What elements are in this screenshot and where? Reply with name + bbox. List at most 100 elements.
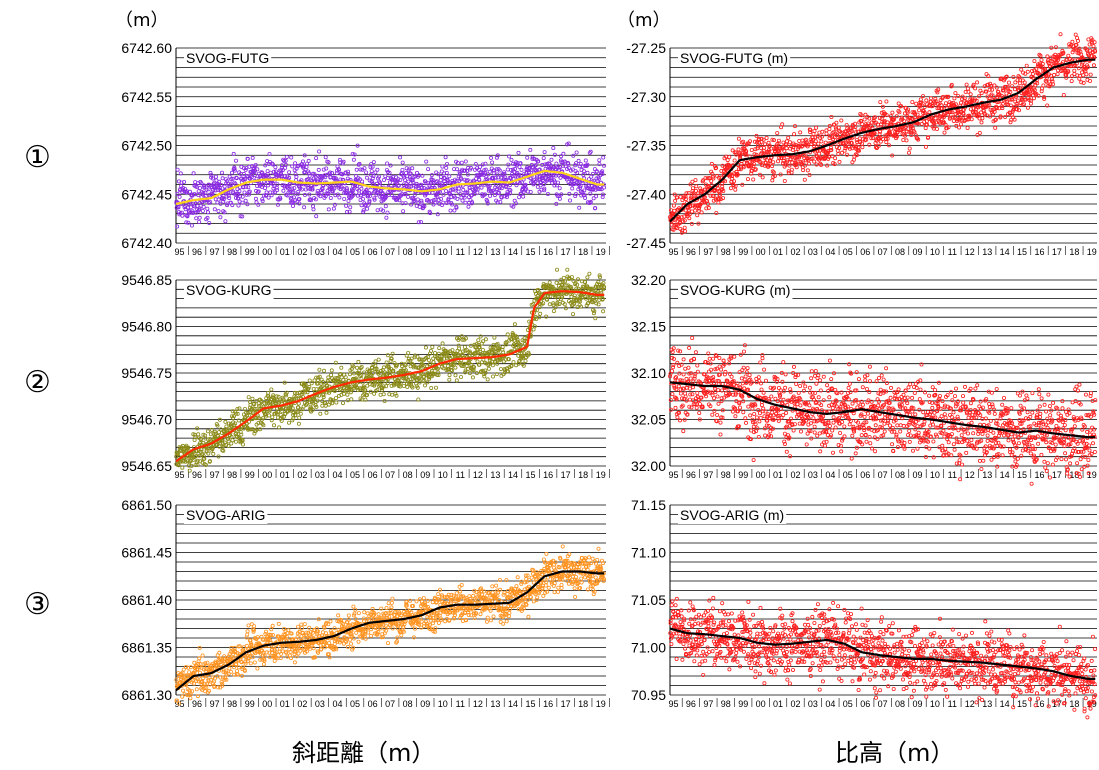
data-point [260, 197, 265, 202]
data-point [521, 194, 526, 199]
data-point [490, 175, 495, 180]
data-point [180, 465, 185, 470]
data-point [245, 202, 250, 207]
data-point [267, 151, 272, 156]
data-point [227, 196, 232, 201]
x-tick-label: 00 [756, 247, 766, 257]
data-point [200, 208, 205, 213]
data-point [314, 214, 319, 219]
data-point [349, 397, 354, 402]
data-point [814, 162, 819, 167]
data-point [403, 170, 408, 175]
x-tick-label: 98 [227, 470, 237, 480]
data-point [179, 184, 184, 189]
data-point [1053, 45, 1058, 50]
x-tick-label: 13 [982, 247, 992, 257]
data-point [311, 207, 316, 212]
x-tick-label: 16 [543, 470, 553, 480]
x-tick-label: 05 [350, 247, 360, 257]
data-point [751, 177, 756, 182]
data-point [1081, 73, 1086, 78]
data-point [246, 185, 251, 190]
data-point [409, 184, 414, 189]
x-tick-label: 95 [668, 470, 678, 480]
data-point [459, 334, 464, 339]
data-point [436, 351, 441, 356]
data-point [585, 170, 590, 175]
data-point [465, 190, 470, 195]
data-point [512, 322, 517, 327]
data-point [760, 175, 765, 180]
data-point [458, 175, 463, 180]
data-point [479, 185, 484, 190]
data-point [554, 280, 559, 285]
data-point [812, 129, 817, 134]
data-point [519, 167, 524, 172]
data-point [232, 166, 237, 171]
data-point [400, 167, 405, 172]
y-tick-label: 32.20 [631, 272, 666, 288]
data-point [571, 312, 576, 317]
x-tick-label: 00 [756, 470, 766, 480]
data-point [318, 194, 323, 199]
x-tick-label: 96 [192, 247, 202, 257]
y-tick-label: -27.45 [626, 235, 666, 251]
x-tick-label: 07 [878, 470, 888, 480]
data-point [344, 203, 349, 208]
data-point [833, 156, 838, 161]
data-point [712, 396, 717, 401]
data-point [367, 178, 372, 183]
data-point [709, 367, 714, 372]
x-tick-label: 02 [297, 470, 307, 480]
data-point [1066, 53, 1071, 58]
data-point [1032, 59, 1037, 64]
data-point [552, 152, 557, 157]
data-point [348, 205, 353, 210]
data-point [389, 192, 394, 197]
data-point [503, 175, 508, 180]
data-point [208, 170, 213, 175]
data-point [443, 155, 448, 160]
data-point [410, 177, 415, 182]
data-point [867, 142, 872, 147]
data-point [244, 184, 249, 189]
data-point [278, 196, 283, 201]
data-point [491, 171, 496, 176]
data-point [480, 347, 485, 352]
data-point [272, 190, 277, 195]
data-point [260, 170, 265, 175]
data-point [354, 167, 359, 172]
data-point [373, 170, 378, 175]
data-point [478, 164, 483, 169]
data-point [443, 181, 448, 186]
data-point [368, 193, 373, 198]
data-point [196, 189, 201, 194]
data-point [233, 158, 238, 163]
data-point [693, 178, 698, 183]
x-tick-label: 07 [385, 247, 395, 257]
data-point [223, 419, 228, 424]
data-point [434, 170, 439, 175]
data-point [319, 190, 324, 195]
x-tick-label: 96 [686, 470, 696, 480]
data-point [315, 188, 320, 193]
data-point [468, 165, 473, 170]
data-point [253, 162, 258, 167]
data-point [454, 378, 459, 383]
data-point [265, 169, 270, 174]
data-point [984, 72, 989, 77]
data-point [525, 155, 530, 160]
data-point [429, 173, 434, 178]
data-point [423, 345, 428, 350]
data-point [688, 376, 693, 381]
data-point [784, 146, 789, 151]
data-point [834, 120, 839, 125]
data-point [398, 177, 403, 182]
x-tick-label: 04 [825, 247, 835, 257]
data-point [671, 203, 676, 208]
data-point [469, 193, 474, 198]
data-point [929, 96, 934, 101]
data-point [438, 174, 443, 179]
data-point [438, 196, 443, 201]
data-point [255, 167, 260, 172]
